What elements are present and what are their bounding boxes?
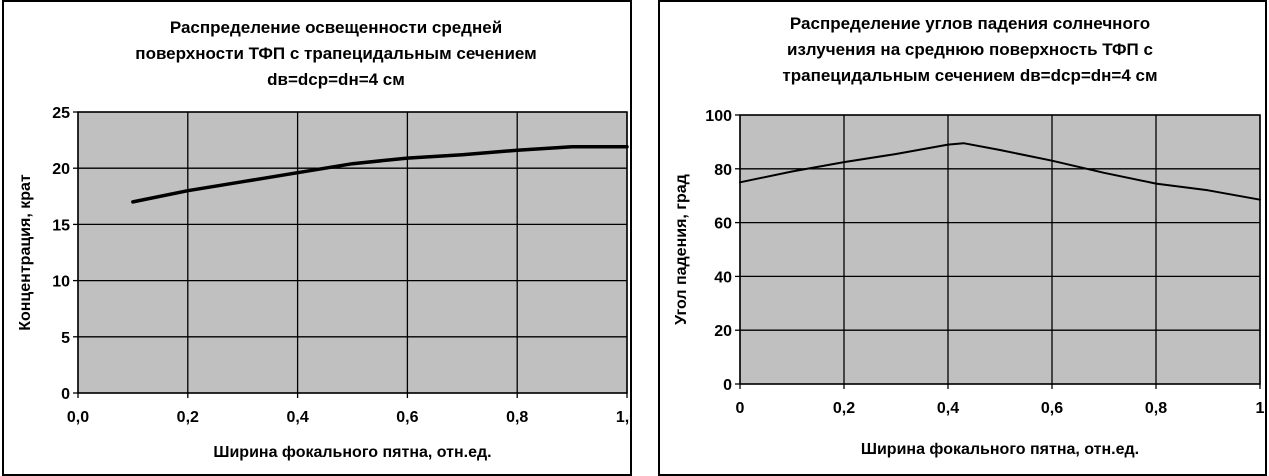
x-tick-label: 0 bbox=[736, 400, 745, 417]
data-point bbox=[895, 153, 897, 155]
x-tick-label: 0,8 bbox=[506, 409, 528, 426]
series-line bbox=[131, 145, 629, 204]
data-point bbox=[739, 181, 741, 184]
data-point bbox=[132, 201, 134, 203]
data-point bbox=[1103, 172, 1105, 174]
data-point bbox=[1207, 189, 1209, 192]
y-tick-label: 15 bbox=[52, 217, 70, 234]
y-tick-label: 5 bbox=[61, 330, 70, 347]
x-tick-label: 0,2 bbox=[177, 409, 199, 426]
plot-area bbox=[77, 111, 628, 394]
incidence-angle-chart-svg: Распределение углов падения солнечного из… bbox=[673, 14, 1265, 458]
plot-area bbox=[739, 114, 1261, 385]
chart-title-line: dв=dср=dн=4 см bbox=[267, 70, 405, 89]
data-point bbox=[571, 146, 573, 148]
chart-title-line: трапецидальным сечением dв=dср=dн=4 см bbox=[782, 66, 1157, 85]
y-axis-label: Концентрация, крат bbox=[17, 174, 34, 331]
data-point bbox=[843, 161, 845, 163]
x-tick-label: 0,8 bbox=[1145, 400, 1167, 417]
chart-panel-illumination: Распределение освещенности средней поверх… bbox=[2, 0, 632, 476]
data-point bbox=[406, 157, 409, 159]
data-point bbox=[962, 142, 965, 145]
illumination-chart-svg: Распределение освещенности средней поверх… bbox=[17, 18, 630, 461]
y-tick-label: 0 bbox=[723, 377, 732, 394]
y-tick-label: 60 bbox=[714, 216, 732, 233]
x-tick-label: 0,4 bbox=[937, 400, 959, 417]
chart-title-line: излучения на среднюю поверхность ТФП с bbox=[787, 40, 1153, 59]
data-point bbox=[947, 143, 949, 146]
data-point bbox=[791, 170, 793, 173]
x-tick-label: 1 bbox=[1256, 400, 1265, 417]
x-tick-label: 0,0 bbox=[67, 409, 89, 426]
x-tick-label: 0,2 bbox=[833, 400, 855, 417]
y-axis-label: Угол падения, град bbox=[673, 174, 690, 325]
x-axis-label: Ширина фокального пятна, отн.ед. bbox=[213, 444, 491, 461]
data-point bbox=[1051, 159, 1053, 162]
y-tick-label: 20 bbox=[52, 161, 70, 178]
x-tick-label: 0,6 bbox=[1041, 400, 1063, 417]
data-point bbox=[1259, 198, 1261, 201]
y-tick-label: 100 bbox=[705, 108, 732, 125]
y-tick-label: 10 bbox=[52, 274, 70, 291]
data-point bbox=[1155, 182, 1157, 185]
data-point bbox=[516, 149, 518, 152]
data-point bbox=[999, 149, 1001, 151]
series-line bbox=[739, 142, 1261, 201]
data-point bbox=[296, 171, 299, 174]
data-point bbox=[187, 189, 189, 192]
data-point bbox=[351, 162, 354, 165]
chart-title-line: поверхности ТФП с трапецидальным сечение… bbox=[135, 44, 536, 63]
data-point bbox=[461, 153, 464, 156]
data-point bbox=[241, 180, 244, 183]
x-tick-label: 1,0 bbox=[616, 409, 630, 426]
x-axis-label: Ширина фокального пятна, отн.ед. bbox=[861, 441, 1139, 458]
y-tick-label: 40 bbox=[714, 269, 732, 286]
y-tick-label: 80 bbox=[714, 162, 732, 179]
chart-panel-incidence-angle: Распределение углов падения солнечного из… bbox=[658, 0, 1267, 476]
x-tick-label: 0,4 bbox=[286, 409, 308, 426]
chart-title-line: Распределение углов падения солнечного bbox=[790, 14, 1150, 33]
y-tick-label: 20 bbox=[714, 323, 732, 340]
chart-title-line: Распределение освещенности средней bbox=[170, 18, 502, 37]
data-point bbox=[626, 146, 628, 148]
y-tick-label: 0 bbox=[61, 386, 70, 403]
y-tick-label: 25 bbox=[52, 105, 70, 122]
x-tick-label: 0,6 bbox=[396, 409, 418, 426]
